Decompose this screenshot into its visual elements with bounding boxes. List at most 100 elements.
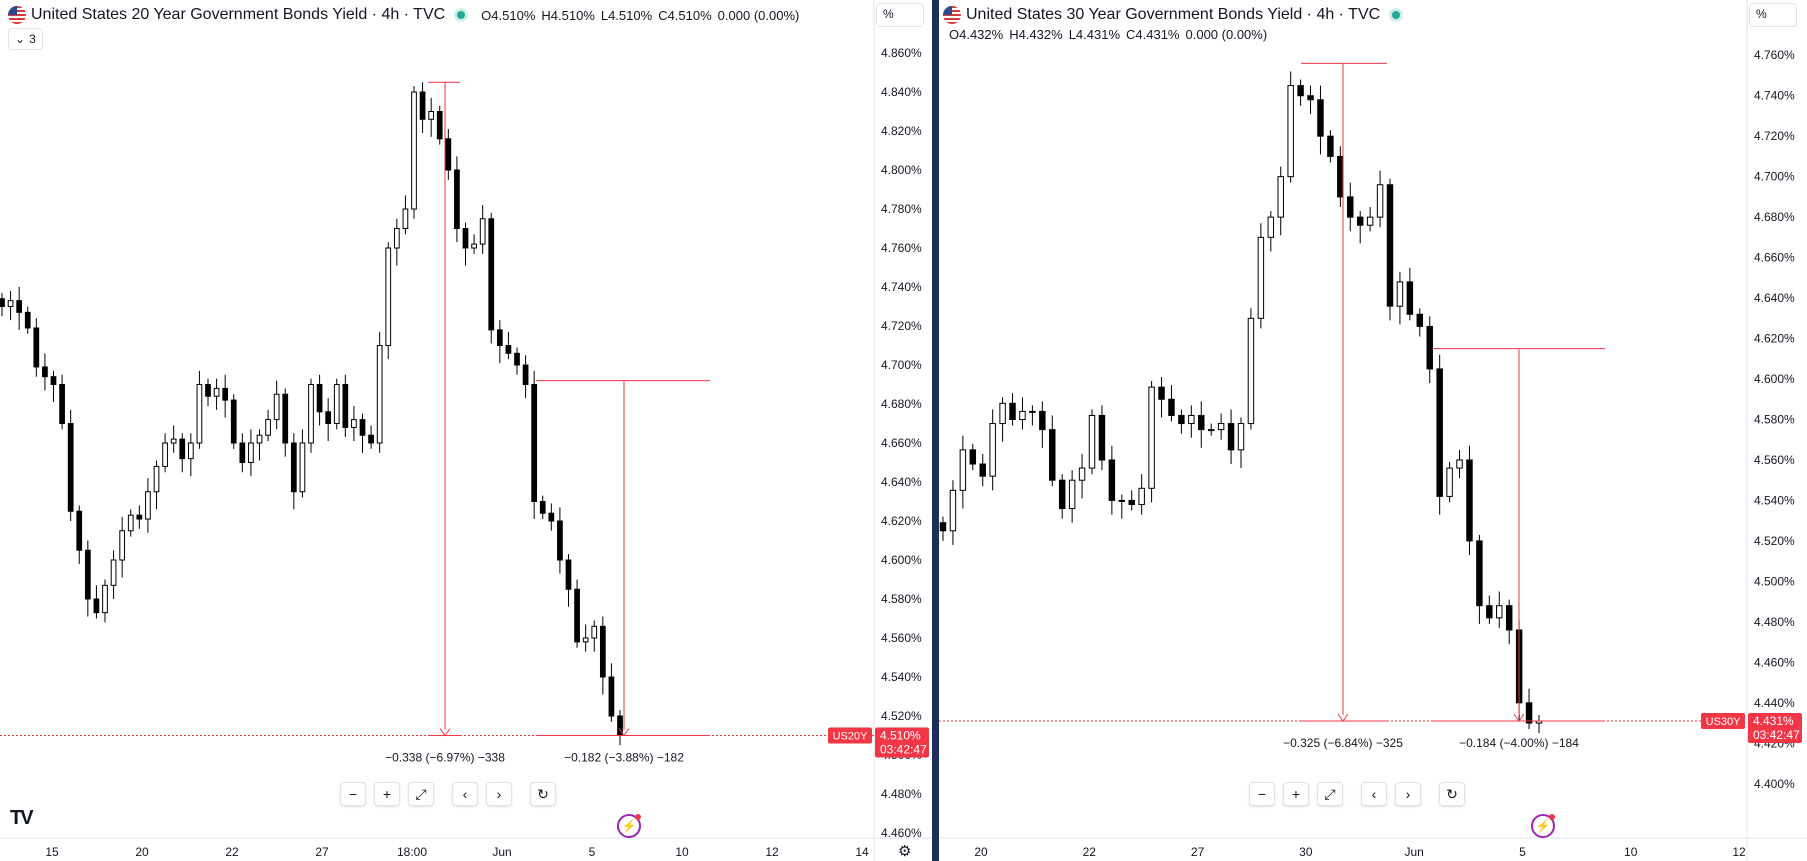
bolt-icon[interactable]: ⚡ — [1531, 814, 1555, 838]
candle-body — [505, 345, 512, 354]
reset-chart-button[interactable]: ↻ — [530, 782, 556, 806]
candle-body — [316, 384, 323, 413]
candle-body — [256, 434, 263, 444]
candle-body — [376, 345, 383, 444]
price-tick-label: 4.700% — [1754, 170, 1795, 184]
candle-body — [1277, 176, 1284, 218]
time-tick-label: 22 — [225, 845, 239, 859]
bolt-icon[interactable]: ⚡ — [617, 814, 641, 838]
scroll-left-button[interactable]: ‹ — [452, 782, 478, 806]
candle-body — [1406, 281, 1414, 315]
candle-body — [1337, 155, 1344, 198]
symbol-title[interactable]: United States 30 Year Government Bonds Y… — [966, 6, 1381, 23]
reset-chart-button[interactable]: ↻ — [1439, 782, 1465, 806]
price-scale-mode-button[interactable]: % — [876, 3, 924, 27]
candle-body — [136, 514, 143, 520]
time-tick-label: 5 — [1519, 845, 1526, 859]
candle-body — [308, 384, 314, 444]
candle-body — [1158, 386, 1165, 400]
candle-body — [239, 442, 246, 463]
zoom-in-button[interactable]: + — [374, 782, 400, 806]
zoom-out-button[interactable]: − — [340, 782, 366, 806]
zoom-in-button[interactable]: + — [1283, 782, 1309, 806]
candle-body — [1257, 236, 1265, 319]
candle-body — [1525, 702, 1533, 724]
candle-body — [119, 530, 126, 561]
time-tick-label: Jun — [1404, 845, 1423, 859]
time-tick-label: 14 — [855, 845, 869, 859]
fit-chart-button[interactable]: ⤢ — [408, 782, 434, 806]
time-tick-label: 18:00 — [397, 845, 427, 859]
scroll-left-button[interactable]: ‹ — [1361, 782, 1387, 806]
tradingview-logo[interactable]: TV — [10, 807, 34, 829]
candle-body — [539, 501, 546, 514]
candle-body — [179, 438, 186, 460]
price-tick-label: 4.480% — [881, 787, 922, 801]
candle-body — [42, 366, 48, 378]
chart-canvas-us30y[interactable]: 4.760% 4.740% 4.720% 4.700% 4.680% 4.660% 4.64… — [939, 0, 1807, 861]
pane-divider[interactable] — [932, 0, 939, 861]
candle-body — [1128, 499, 1135, 505]
candle-body — [462, 228, 469, 249]
price-tick-label: 4.620% — [881, 514, 922, 528]
price-scale-mode-button[interactable]: % — [1749, 3, 1797, 27]
market-status-icon[interactable] — [457, 11, 466, 19]
price-tick-label: 4.640% — [1754, 291, 1795, 305]
candle-body — [1376, 184, 1384, 218]
measure-label: −0.325 (−6.84%) −325 — [1283, 736, 1403, 750]
candle-body — [496, 329, 503, 346]
candle-body — [196, 384, 203, 444]
candle-body — [1476, 540, 1483, 607]
close-value: C4.431% — [1126, 27, 1180, 42]
price-tick-label: 4.640% — [881, 475, 922, 489]
candle-body — [351, 419, 357, 428]
chart-canvas-us20y[interactable]: 4.860% 4.840% 4.820% 4.800% 4.780% 4.760% 4.74… — [0, 0, 932, 861]
close-value: C4.510% — [658, 7, 712, 23]
price-tick-label: 4.680% — [1754, 210, 1795, 224]
candle-body — [342, 384, 349, 428]
time-tick-label: Jun — [492, 845, 511, 859]
market-status-icon[interactable] — [1392, 11, 1401, 19]
price-tick-label: 4.820% — [881, 124, 922, 138]
fit-chart-button[interactable]: ⤢ — [1317, 782, 1343, 806]
measure-label: −0.182 (−3.88%) −182 — [564, 751, 684, 765]
scroll-right-button[interactable]: › — [1395, 782, 1421, 806]
time-tick-label: 30 — [1299, 845, 1313, 859]
candle-body — [1168, 398, 1175, 416]
candle-body — [445, 138, 452, 171]
candle-body — [1426, 325, 1433, 370]
bar-countdown: 03:42:47 — [880, 743, 927, 757]
indicators-toggle-button[interactable]: ⌄ 3 — [8, 28, 43, 50]
price-tick-label: 4.580% — [1754, 413, 1795, 427]
chart-navigation-toolbar: − + ⤢ ‹ › ↻ — [1249, 782, 1465, 806]
candle-body — [1456, 459, 1463, 469]
candle-body — [479, 218, 486, 245]
candle-body — [1207, 429, 1215, 432]
candle-body — [402, 208, 409, 229]
scroll-right-button[interactable]: › — [486, 782, 512, 806]
symbol-badge: US20Y — [833, 731, 869, 743]
chart-pane-us30y[interactable]: 4.760% 4.740% 4.720% 4.700% 4.680% 4.660% 4.64… — [939, 0, 1807, 861]
indicator-count: 3 — [29, 32, 36, 46]
candle-body — [59, 384, 65, 424]
gear-icon[interactable]: ⚙ — [898, 843, 912, 860]
candle-body — [949, 489, 957, 532]
candle-body — [1148, 386, 1155, 489]
open-value: O4.432% — [949, 27, 1004, 42]
candle-body — [1227, 423, 1235, 451]
chart-pane-us20y[interactable]: 4.860% 4.840% 4.820% 4.800% 4.780% 4.760% 4.74… — [0, 0, 932, 861]
candle-body — [1078, 467, 1086, 481]
last-price-label-bg — [875, 727, 929, 758]
candle-body — [1496, 605, 1503, 619]
candle-body — [1466, 459, 1473, 542]
candle-body — [488, 218, 495, 331]
price-tick-label: 4.720% — [1754, 129, 1795, 143]
candle-body — [979, 463, 986, 477]
symbol-title[interactable]: United States 20 Year Government Bonds Y… — [31, 6, 446, 23]
zoom-out-button[interactable]: − — [1249, 782, 1275, 806]
symbol-badge-bg — [1701, 713, 1745, 730]
candle-body — [110, 559, 117, 586]
candle-body — [1088, 414, 1096, 469]
candle-body — [591, 625, 598, 639]
candle-body — [16, 300, 23, 313]
